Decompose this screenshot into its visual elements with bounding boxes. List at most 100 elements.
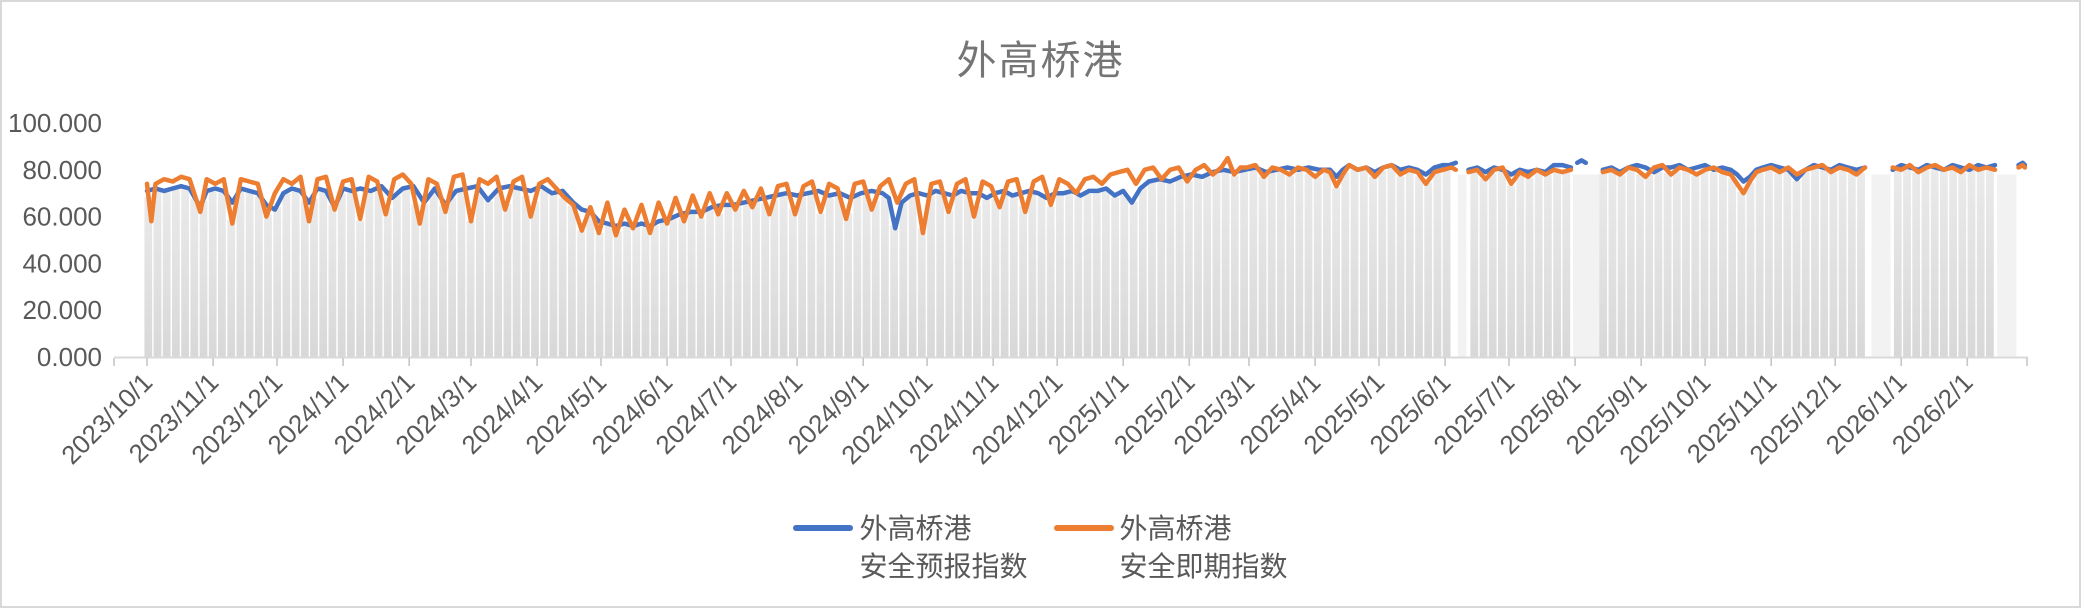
background-bar	[1709, 171, 1718, 357]
current-index-line	[1890, 162, 1998, 175]
background-bar	[227, 219, 236, 357]
background-bar	[733, 206, 742, 357]
background-bar	[890, 225, 898, 357]
background-bar	[623, 226, 631, 357]
background-bar	[300, 201, 309, 357]
background-bar	[614, 231, 622, 357]
background-bar	[1930, 169, 1939, 357]
background-bar	[1194, 177, 1202, 357]
background-bar	[1682, 171, 1690, 357]
background-bar	[917, 228, 926, 357]
background-bar	[1700, 172, 1709, 357]
background-bar	[310, 198, 318, 357]
background-bar	[1498, 171, 1506, 357]
background-bar	[1258, 176, 1267, 357]
background-bar	[1249, 169, 1258, 357]
background-bar	[282, 193, 291, 357]
background-bar	[1083, 193, 1092, 357]
background-bar	[789, 208, 797, 357]
background-bar	[696, 217, 705, 357]
background-bar	[1148, 182, 1156, 357]
background-bar	[853, 196, 862, 357]
background-bar	[1912, 172, 1921, 357]
background-bar	[1396, 176, 1405, 357]
data-gap-band	[1997, 174, 2017, 357]
background-bar	[945, 210, 954, 357]
background-bar	[319, 192, 328, 357]
background-bar	[1507, 185, 1515, 357]
background-bar	[1755, 172, 1764, 357]
background-bar	[1405, 172, 1414, 357]
background-bar	[1921, 170, 1930, 357]
legend-current-line2: 安全即期指数	[1119, 551, 1288, 582]
background-bar	[1525, 177, 1534, 357]
data-gap-band	[1871, 174, 1891, 357]
background-bar	[1028, 193, 1037, 357]
y-tick-label: 40.000	[22, 248, 102, 278]
background-bar	[1801, 171, 1810, 357]
background-bar	[1304, 173, 1313, 357]
background-bar	[1626, 170, 1635, 357]
forecast-index-line	[1574, 158, 1589, 166]
background-bar	[1893, 170, 1902, 357]
background-bar	[936, 194, 945, 357]
background-bar	[521, 195, 530, 357]
legend: 外高桥港 安全预报指数 外高桥港 安全即期指数	[2, 510, 2079, 586]
background-bar	[1313, 176, 1322, 357]
background-bar	[1811, 169, 1819, 357]
forecast-index-line	[1466, 162, 1574, 177]
background-bar	[742, 203, 751, 357]
legend-forecast-line1: 外高桥港	[859, 513, 972, 544]
background-bar	[1562, 173, 1571, 357]
background-bar	[1765, 170, 1773, 357]
legend-current-line1: 外高桥港	[1119, 513, 1232, 544]
background-bar	[881, 197, 889, 357]
y-tick-label: 80.000	[22, 155, 102, 185]
background-bar	[162, 192, 171, 357]
background-bar	[1203, 176, 1212, 357]
background-bar	[531, 201, 539, 357]
background-bar	[1940, 171, 1948, 357]
background-bar	[568, 205, 576, 357]
background-bar	[1553, 172, 1561, 357]
background-bar	[1534, 172, 1543, 357]
background-bar	[1046, 206, 1055, 357]
background-bar	[1654, 171, 1663, 357]
background-bar	[660, 222, 668, 357]
background-bar	[1120, 194, 1129, 357]
background-bar	[761, 203, 770, 357]
background-bar	[1442, 170, 1451, 357]
background-bar	[1166, 183, 1175, 357]
y-tick-label: 100.000	[8, 108, 102, 138]
background-bar	[485, 201, 493, 357]
background-bar	[1240, 171, 1248, 357]
background-bar	[963, 194, 972, 357]
background-bar	[356, 220, 364, 357]
background-bar	[1065, 193, 1073, 357]
background-bar	[236, 191, 245, 357]
background-bar	[273, 207, 282, 357]
background-bar	[365, 192, 374, 357]
background-bar	[1184, 181, 1193, 357]
y-tick-label: 0.000	[37, 342, 102, 372]
background-bar	[1323, 173, 1331, 357]
background-bar	[1783, 171, 1792, 357]
background-bar	[208, 191, 217, 357]
background-bar	[577, 230, 585, 357]
background-bar	[1728, 178, 1736, 357]
background-bar	[586, 213, 595, 357]
background-bar	[715, 213, 724, 357]
background-bar	[1599, 174, 1608, 357]
background-bar	[816, 213, 825, 357]
background-bar	[1433, 173, 1442, 357]
background-bar	[1350, 170, 1359, 357]
background-bar	[1967, 170, 1976, 357]
background-bar	[439, 205, 447, 357]
data-gap-band	[1573, 174, 1603, 357]
background-bar	[1359, 170, 1368, 357]
background-bar	[1958, 173, 1967, 357]
background-bar	[632, 227, 641, 357]
background-bar	[825, 197, 834, 357]
background-bar	[1037, 197, 1046, 357]
